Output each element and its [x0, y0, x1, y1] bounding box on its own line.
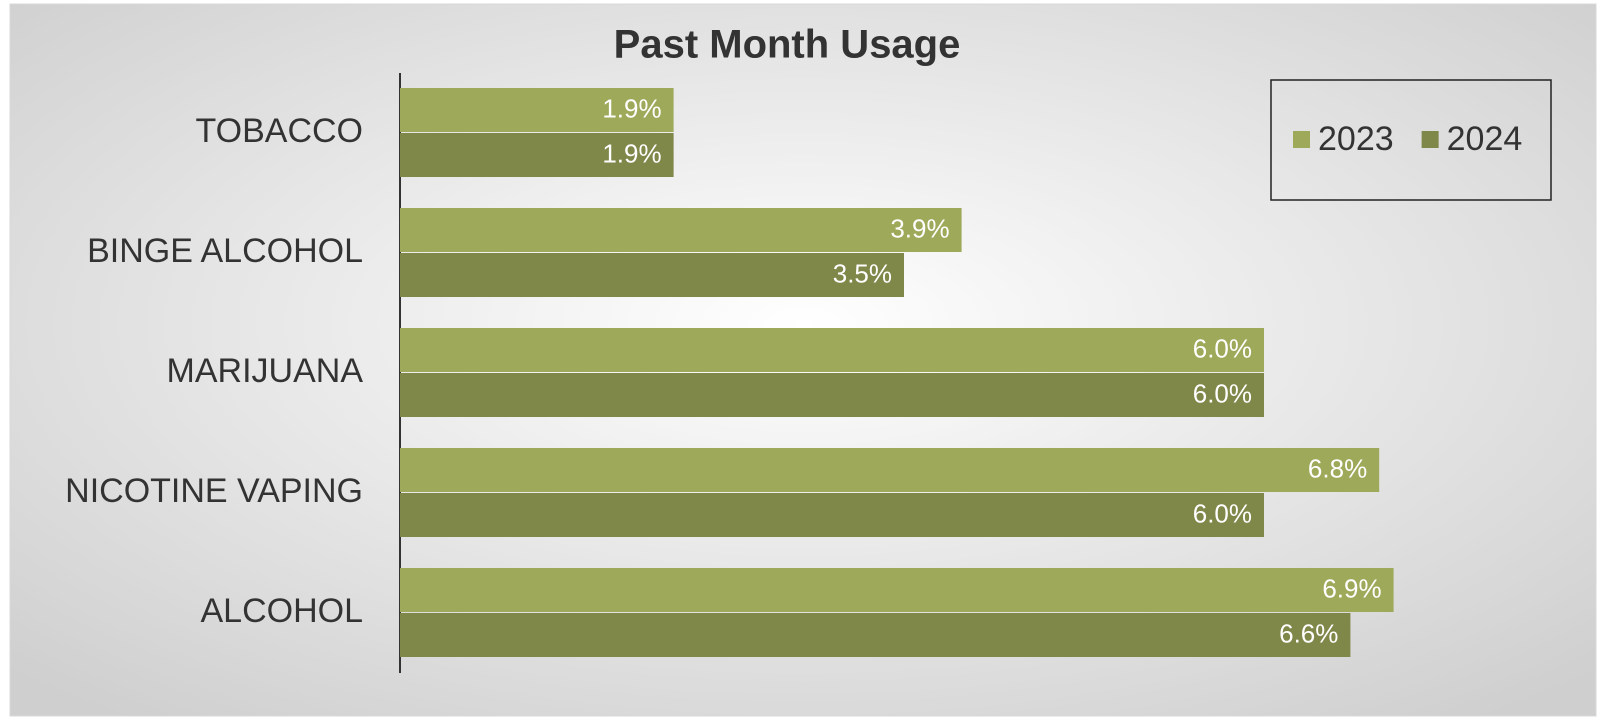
chart-title: Past Month Usage [614, 23, 961, 67]
bar [400, 448, 1380, 492]
category-label: ALCOHOL [201, 592, 364, 630]
bar [400, 613, 1351, 657]
bar [400, 493, 1264, 537]
category-label: MARIJUANA [167, 352, 364, 390]
category-label: NICOTINE VAPING [65, 472, 363, 510]
category-label: BINGE ALCOHOL [87, 232, 363, 270]
category-label: TOBACCO [195, 112, 363, 150]
value-label: 6.6% [1279, 618, 1338, 648]
value-label: 6.0% [1193, 498, 1252, 528]
legend-frame [1270, 79, 1552, 201]
bar [400, 568, 1394, 612]
legend-label: 2024 [1447, 120, 1523, 158]
legend-swatch [1293, 131, 1310, 148]
bar [400, 208, 962, 252]
value-label: 1.9% [602, 138, 661, 168]
bar [400, 88, 674, 132]
bar [400, 253, 904, 297]
legend-swatch [1421, 131, 1439, 148]
bar [400, 133, 674, 177]
value-label: 3.5% [833, 258, 892, 288]
legend-label: 2023 [1318, 120, 1394, 158]
value-label: 1.9% [602, 93, 661, 123]
value-label: 3.9% [890, 213, 949, 243]
value-label: 6.8% [1308, 453, 1367, 483]
value-label: 6.0% [1193, 378, 1252, 408]
bar [400, 328, 1264, 372]
value-label: 6.9% [1322, 573, 1381, 603]
value-label: 6.0% [1193, 333, 1252, 363]
bar [400, 373, 1264, 417]
